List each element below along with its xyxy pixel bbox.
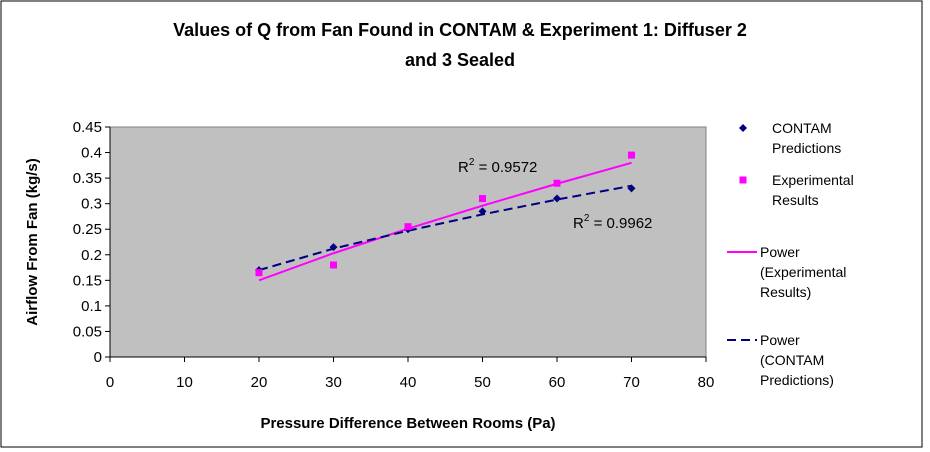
- data-point: [627, 184, 636, 193]
- x-tick-label: 80: [698, 374, 715, 391]
- legend-entry: CONTAM Predictions: [772, 120, 842, 156]
- trend-line: [258, 184, 632, 272]
- plot-area: [109, 126, 707, 358]
- data-point: [404, 223, 412, 231]
- y-tick-label: 0.2: [81, 247, 102, 264]
- x-tick-label: 70: [623, 374, 640, 391]
- r-squared-value: = 0.9572: [474, 159, 537, 176]
- r-squared-exponent: 2: [469, 157, 475, 168]
- legend-entry: Power (CONTAM Predictions): [760, 332, 834, 388]
- x-tick-label: 40: [400, 374, 417, 391]
- y-tick-label: 0.4: [81, 145, 102, 162]
- x-tick-label: 60: [549, 374, 566, 391]
- data-point: [330, 261, 337, 269]
- y-tick-label: 0.05: [73, 323, 102, 340]
- y-tick-label: 0.25: [73, 221, 102, 238]
- data-point: [628, 151, 635, 159]
- y-tick-label: 0.45: [73, 119, 102, 136]
- y-tick-label: 0.35: [73, 170, 102, 187]
- x-tick-label: 20: [251, 374, 268, 391]
- r-squared-exponent: 2: [584, 213, 590, 224]
- r-squared-label: R2 = 0.9572: [458, 157, 537, 176]
- x-tick-label: 50: [474, 374, 491, 391]
- x-axis-label: Pressure Difference Between Rooms (Pa): [260, 415, 555, 432]
- data-point: [739, 176, 747, 184]
- y-tick-label: 0: [94, 349, 102, 366]
- chart-title: and 3 Sealed: [405, 50, 515, 70]
- trend-line: [258, 161, 632, 282]
- y-tick-label: 0.15: [73, 272, 102, 289]
- r-squared-symbol: R: [458, 159, 469, 176]
- r-squared-label: R2 = 0.9962: [573, 213, 652, 232]
- data-point: [329, 243, 338, 252]
- x-tick-label: 30: [325, 374, 342, 391]
- legend-entry: Power (Experimental Results): [760, 244, 847, 300]
- r-squared-symbol: R: [573, 215, 584, 232]
- data-point: [553, 179, 561, 187]
- y-tick-label: 0.1: [81, 298, 102, 315]
- y-axis-label: Airflow From Fan (kg/s): [24, 158, 41, 326]
- x-tick-label: 10: [176, 374, 193, 391]
- data-point: [739, 124, 747, 132]
- data-point: [255, 269, 263, 277]
- y-tick-label: 0.3: [81, 196, 102, 213]
- data-point: [553, 194, 561, 203]
- r-squared-value: = 0.9962: [589, 215, 652, 232]
- data-point: [478, 207, 487, 216]
- data-point: [479, 195, 486, 203]
- legend-entry: Experimental Results: [772, 172, 854, 208]
- chart-title: Values of Q from Fan Found in CONTAM & E…: [173, 20, 747, 40]
- x-tick-label: 0: [106, 374, 114, 391]
